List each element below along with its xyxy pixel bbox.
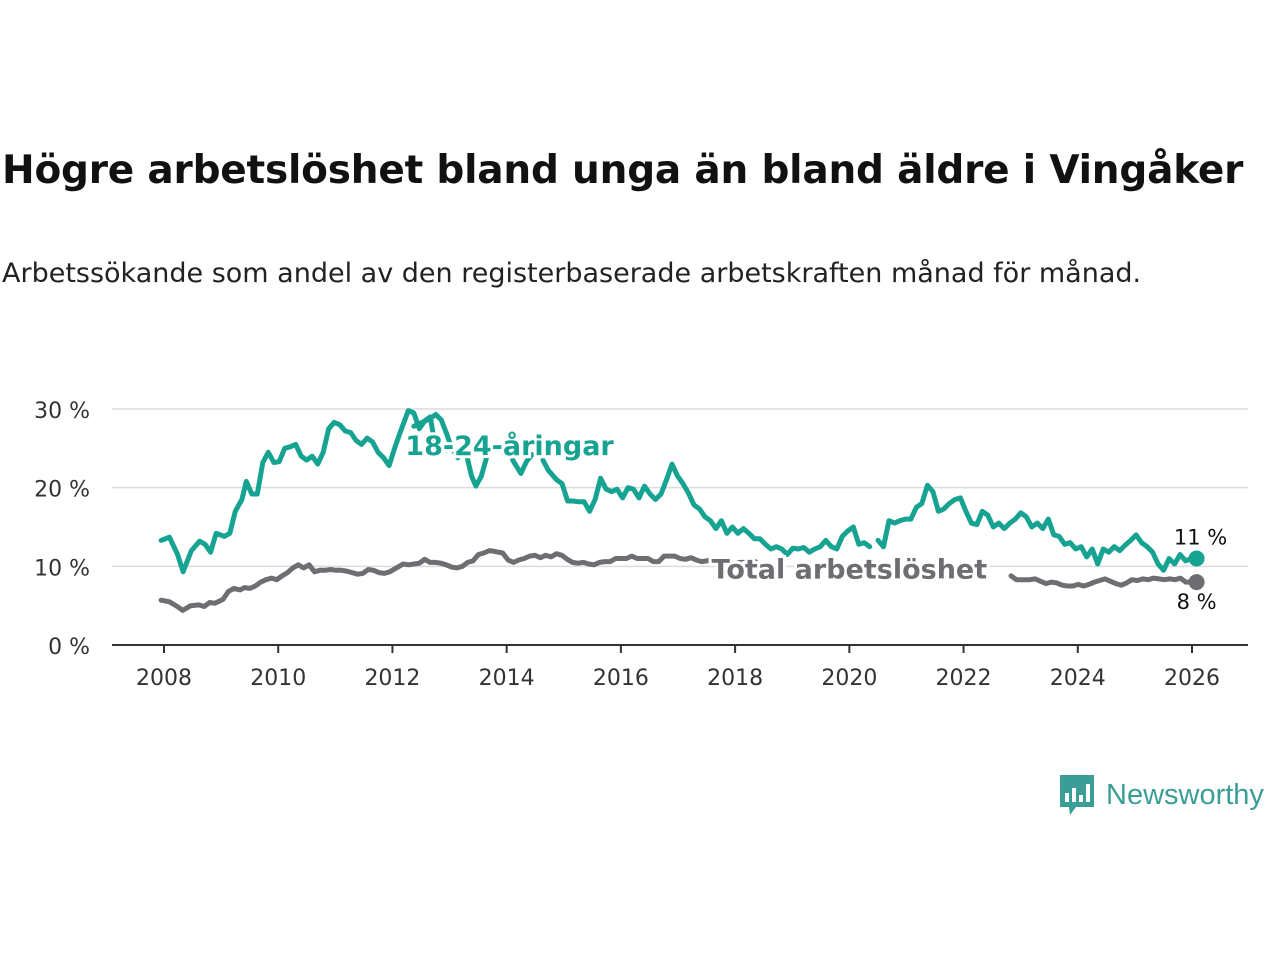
series-end-marker (1188, 574, 1205, 591)
x-tick-label: 2014 (479, 666, 535, 691)
x-tick-label: 2008 (136, 666, 192, 691)
bar-chart-speech-bubble-icon (1060, 775, 1094, 815)
y-tick-label: 30 % (34, 399, 90, 424)
series-line-youth (158, 408, 461, 575)
series-line-total (158, 548, 758, 613)
x-tick-label: 2024 (1050, 666, 1106, 691)
x-tick-label: 2018 (707, 666, 763, 691)
series-line-youth (463, 449, 491, 489)
series-line-youth (540, 457, 873, 557)
x-tick-label: 2012 (364, 666, 420, 691)
series-line-total (1008, 573, 1200, 589)
brand-name: Newsworthy (1106, 778, 1264, 811)
newsworthy-brand[interactable]: Newsworthy (1058, 773, 1264, 817)
series-line-youth (510, 452, 535, 476)
y-tick-label: 10 % (34, 556, 90, 581)
x-tick-label: 2022 (936, 666, 992, 691)
x-tick-label: 2016 (593, 666, 649, 691)
chart-title: Högre arbetslöshet bland unga än bland ä… (2, 148, 1244, 193)
x-tick-label: 2026 (1164, 666, 1220, 691)
series-line-youth (411, 412, 455, 453)
line-chart: 0 % 10 % 20 % 30 % 2008 2010 2012 2014 2016 2018 2… (34, 399, 1248, 691)
end-value-total: 8 % (1177, 590, 1217, 614)
y-tick-label: 20 % (34, 478, 90, 503)
chart-subtitle: Arbetssökande som andel av den registerb… (2, 258, 1142, 289)
series-label-total: Total arbetslöshet (712, 555, 988, 586)
series-line-youth (875, 482, 1200, 573)
end-value-youth: 11 % (1174, 525, 1227, 549)
series-label-youth: 18-24-åringar (405, 430, 614, 462)
series-end-marker (1188, 550, 1205, 567)
y-tick-label: 0 % (48, 635, 90, 660)
x-tick-label: 2010 (250, 666, 306, 691)
x-tick-label: 2020 (821, 666, 877, 691)
